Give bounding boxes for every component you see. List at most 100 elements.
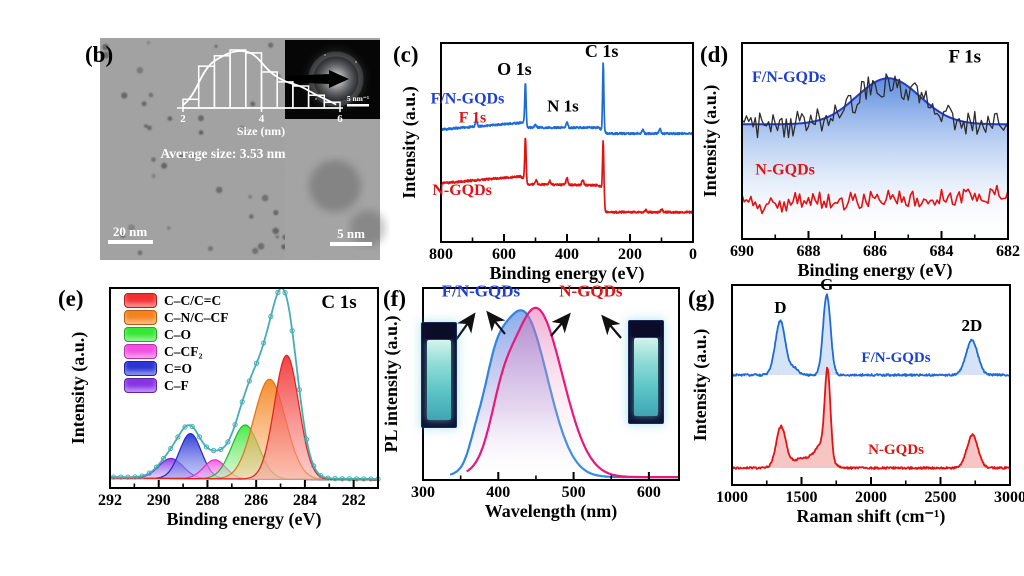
annotation: O 1s bbox=[497, 59, 532, 79]
envelope-marker bbox=[303, 436, 310, 442]
histogram-tick-label: 2 bbox=[180, 113, 186, 125]
panel-label-d: (d) bbox=[700, 42, 729, 67]
hrtem-scalebar-label: 5 nm bbox=[337, 226, 365, 241]
size-histogram: 2 4 6 bbox=[177, 49, 343, 125]
envelope-marker bbox=[296, 387, 302, 393]
y-axis-label: Intensity (a.u.) bbox=[399, 86, 420, 199]
cuvette-liquid bbox=[634, 338, 658, 416]
beam-stop-arrow bbox=[285, 70, 349, 88]
F/N-GQDs raw-curve bbox=[741, 73, 1009, 139]
pl-chart: 300 400 500 600 Wavelength (nm) PL intensity … bbox=[381, 282, 680, 522]
pointer-arrow bbox=[486, 310, 506, 335]
envelope-marker bbox=[161, 455, 167, 462]
envelope-marker bbox=[189, 423, 195, 430]
x-tick-label: 682 bbox=[996, 243, 1020, 260]
histogram-tick-label: 6 bbox=[337, 113, 343, 125]
envelope-marker bbox=[118, 474, 124, 480]
envelope-marker bbox=[325, 475, 331, 481]
cuvette-cap bbox=[632, 324, 660, 337]
legend-item: C=O bbox=[124, 360, 229, 377]
annotation: C 1s bbox=[585, 41, 619, 61]
envelope-marker bbox=[246, 378, 252, 384]
envelope-marker bbox=[261, 340, 267, 346]
legend-label: C–F bbox=[164, 377, 189, 393]
x-tick-label: 400 bbox=[486, 484, 510, 501]
envelope-marker bbox=[196, 434, 202, 440]
x-tick-label: 686 bbox=[863, 243, 887, 260]
panel-label-f: (f) bbox=[383, 286, 406, 311]
panel-label-e: (e) bbox=[58, 286, 84, 311]
envelope-marker bbox=[211, 447, 217, 454]
legend-swatch bbox=[124, 378, 157, 393]
annotation: F/N-GQDs bbox=[861, 350, 930, 366]
envelope-marker bbox=[168, 445, 174, 452]
histogram-fit-curve bbox=[182, 50, 337, 106]
envelope-marker bbox=[125, 474, 131, 480]
f1s-chart: 690 688 686 684 682 Binding energy (eV) Intens… bbox=[700, 42, 1020, 281]
panel-e-c1s: (e) 292 290 288 286 284 282 Binding energy (eV… bbox=[58, 276, 393, 542]
panel-label-c: (c) bbox=[393, 42, 419, 67]
annotation: F 1s bbox=[949, 47, 982, 68]
legend-item: C–O bbox=[124, 326, 229, 343]
x-tick-label: 284 bbox=[293, 492, 317, 509]
saed-inset: 5 nm⁻¹ bbox=[285, 40, 380, 119]
average-size-label: Average size: 3.53 nm bbox=[161, 146, 287, 161]
x-tick-label: 600 bbox=[492, 246, 516, 263]
x-axis-label: Binding energy (eV) bbox=[490, 263, 645, 284]
y-axis-label: Intensity (a.u.) bbox=[68, 332, 89, 445]
cuvette-liquid bbox=[427, 340, 451, 420]
x-tick-label: 2500 bbox=[925, 489, 957, 506]
envelope-marker bbox=[239, 399, 245, 405]
annotation: D bbox=[774, 298, 786, 317]
tem-scalebar bbox=[108, 240, 153, 244]
envelope-marker bbox=[203, 444, 210, 450]
envelope-marker bbox=[268, 313, 274, 320]
legend-swatch bbox=[124, 327, 157, 342]
envelope-marker bbox=[361, 476, 367, 482]
panel-b-tem: (b) bbox=[85, 28, 386, 264]
envelope-marker bbox=[139, 473, 145, 479]
envelope-marker bbox=[146, 470, 152, 476]
legend-item: C–CF₂ bbox=[124, 343, 229, 360]
y-axis-label: Intensity (a.u.) bbox=[690, 329, 711, 442]
y-axis-label: PL intensity (a.u.) bbox=[381, 315, 402, 452]
legend-swatch bbox=[124, 361, 157, 376]
x-tick-label: 688 bbox=[797, 243, 821, 260]
x-axis-label: Raman shift (cm⁻¹) bbox=[797, 506, 946, 527]
envelope-marker bbox=[225, 439, 231, 445]
legend-label: C–C/C=C bbox=[164, 292, 222, 308]
envelope-marker bbox=[289, 328, 295, 334]
annotation: N-GQDs bbox=[868, 442, 924, 458]
legend-swatch bbox=[124, 310, 157, 325]
C–N/C–CF-fill bbox=[110, 379, 378, 480]
x-tick-label: 2000 bbox=[855, 489, 887, 506]
x-tick-label: 500 bbox=[562, 484, 586, 501]
xps-survey-chart: 800 600 400 200 0 Binding energy (eV) Intensit… bbox=[399, 41, 697, 284]
legend-label: C–O bbox=[164, 326, 191, 342]
N-GQDs-curve bbox=[466, 306, 680, 479]
legend-label: C–N/C–CF bbox=[164, 309, 229, 325]
envelope-marker bbox=[339, 476, 345, 482]
legend-label: C=O bbox=[164, 360, 192, 376]
y-axis-label: Intensity (a.u.) bbox=[700, 85, 721, 198]
panel-label-g: (g) bbox=[688, 286, 715, 311]
legend-label: C–CF₂ bbox=[164, 343, 203, 359]
envelope-marker bbox=[175, 434, 181, 440]
histogram-xlabel: Size (nm) bbox=[237, 124, 285, 138]
pointer-arrow bbox=[601, 314, 622, 339]
x-tick-label: 200 bbox=[618, 246, 642, 263]
x-tick-label: 300 bbox=[411, 484, 435, 501]
legend-item: C–N/C–CF bbox=[124, 309, 229, 326]
N-GQDs-fill bbox=[466, 307, 679, 478]
x-tick-label: 1500 bbox=[786, 489, 818, 506]
x-tick-label: 690 bbox=[730, 243, 754, 260]
annotation: F 1s bbox=[459, 110, 486, 127]
saed-scalebar-label: 5 nm⁻¹ bbox=[347, 94, 369, 103]
annotation: F/N-GQDs bbox=[442, 282, 521, 301]
panel-f-pl: (f) 300 400 500 600 Wavelength (nm) PL intens… bbox=[381, 276, 695, 538]
x-tick-label: 800 bbox=[429, 246, 453, 263]
histogram-tick-label: 4 bbox=[259, 113, 265, 125]
x-tick-label: 600 bbox=[637, 484, 661, 501]
annotation: 2D bbox=[962, 316, 983, 335]
